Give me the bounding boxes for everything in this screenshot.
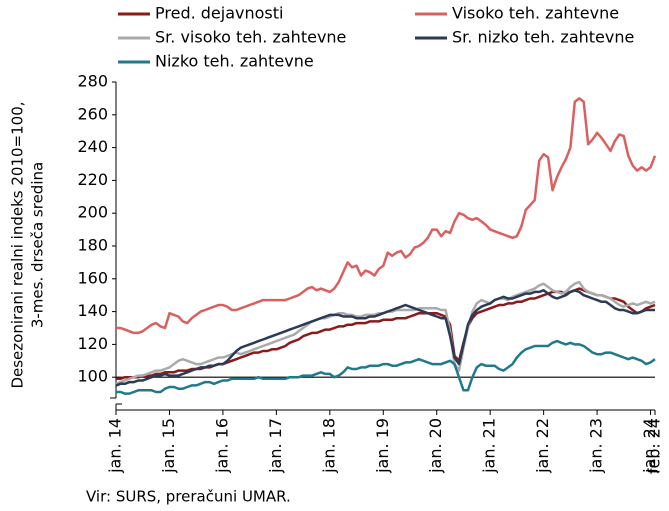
y-tick-label: 140 bbox=[77, 301, 108, 320]
y-tick-label: 160 bbox=[77, 268, 108, 287]
legend-label: Nizko teh. zahtevne bbox=[155, 52, 314, 71]
legend-label: Sr. nizko teh. zahtevne bbox=[452, 28, 634, 47]
source: Vir: SURS, preračuni UMAR. bbox=[86, 488, 291, 506]
legend-label: Pred. dejavnosti bbox=[155, 4, 283, 23]
y-tick-label: 100 bbox=[77, 367, 108, 386]
x-tick-label: jan. 22 bbox=[533, 418, 552, 474]
y-tick-label: 220 bbox=[77, 170, 108, 189]
y-tick-label: 200 bbox=[77, 203, 108, 222]
y-axis-title: 3-mes. drseča sredina bbox=[29, 162, 47, 328]
legend-label: Sr. visoko teh. zahtevne bbox=[155, 28, 346, 47]
x-tick-label: jan. 16 bbox=[212, 418, 231, 474]
y-tick-label: 180 bbox=[77, 236, 108, 255]
y-tick-label: 260 bbox=[77, 104, 108, 123]
y-axis-title: Desezonirani realni indeks 2010=100, bbox=[9, 101, 27, 388]
x-tick-label: jan. 20 bbox=[426, 418, 445, 474]
x-tick-label: jan. 17 bbox=[266, 418, 285, 474]
x-tick-label: jan. 24 bbox=[640, 418, 659, 474]
x-tick-label: jan. 15 bbox=[159, 418, 178, 474]
axis-break bbox=[110, 397, 122, 410]
x-tick-label: jan. 21 bbox=[480, 418, 499, 474]
y-tick-label: 120 bbox=[77, 334, 108, 353]
x-tick-label: jan. 18 bbox=[319, 418, 338, 474]
legend-label: Visoko teh. zahtevne bbox=[452, 4, 619, 23]
series-line bbox=[115, 289, 655, 387]
series-line bbox=[116, 97, 657, 335]
x-tick-label: jan. 19 bbox=[373, 418, 392, 474]
x-tick-label: jan. 14 bbox=[106, 418, 125, 474]
x-tick-label: feb. 24 bbox=[645, 418, 664, 474]
x-tick-label: jan. 23 bbox=[587, 418, 606, 474]
series-line bbox=[116, 339, 656, 395]
y-tick-label: 240 bbox=[77, 137, 108, 156]
y-tick-label: 280 bbox=[77, 72, 108, 91]
